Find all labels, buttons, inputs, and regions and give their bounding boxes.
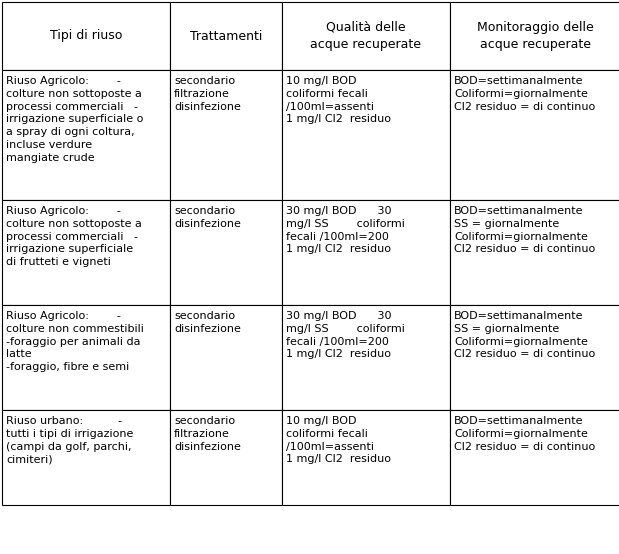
Bar <box>170 305 282 410</box>
Bar <box>2 70 170 200</box>
Bar <box>282 200 450 305</box>
Bar <box>2 200 170 305</box>
Text: 10 mg/l BOD
coliformi fecali
/100ml=assenti
1 mg/l Cl2  residuo: 10 mg/l BOD coliformi fecali /100ml=asse… <box>286 416 391 464</box>
Text: Qualità delle
acque recuperate: Qualità delle acque recuperate <box>311 21 422 51</box>
Bar <box>282 2 450 70</box>
Text: secondario
disinfezione: secondario disinfezione <box>174 311 241 334</box>
Bar <box>2 305 170 410</box>
Text: secondario
disinfezione: secondario disinfezione <box>174 206 241 229</box>
Text: BOD=settimanalmente
SS = giornalmente
Coliformi=giornalmente
Cl2 residuo = di co: BOD=settimanalmente SS = giornalmente Co… <box>454 206 595 254</box>
Bar <box>170 200 282 305</box>
Text: Monitoraggio delle
acque recuperate: Monitoraggio delle acque recuperate <box>477 21 594 51</box>
Text: BOD=settimanalmente
Coliformi=giornalmente
Cl2 residuo = di continuo: BOD=settimanalmente Coliformi=giornalmen… <box>454 76 595 111</box>
Text: BOD=settimanalmente
Coliformi=giornalmente
Cl2 residuo = di continuo: BOD=settimanalmente Coliformi=giornalmen… <box>454 416 595 452</box>
Bar <box>282 410 450 505</box>
Text: Trattamenti: Trattamenti <box>190 29 262 43</box>
Bar <box>2 410 170 505</box>
Text: Riuso Agricolo:        -
colture non commestibili
-foraggio per animali da
latte: Riuso Agricolo: - colture non commestibi… <box>6 311 144 372</box>
Bar <box>282 305 450 410</box>
Text: secondario
filtrazione
disinfezione: secondario filtrazione disinfezione <box>174 416 241 452</box>
Bar <box>2 2 170 70</box>
Text: 30 mg/l BOD      30
mg/l SS        coliformi
fecali /100ml=200
1 mg/l Cl2  resid: 30 mg/l BOD 30 mg/l SS coliformi fecali … <box>286 206 405 254</box>
Bar <box>450 70 619 200</box>
Bar <box>450 410 619 505</box>
Bar <box>170 2 282 70</box>
Bar <box>282 70 450 200</box>
Text: Riuso Agricolo:        -
colture non sottoposte a
processi commerciali   -
irrig: Riuso Agricolo: - colture non sottoposte… <box>6 206 142 267</box>
Text: secondario
filtrazione
disinfezione: secondario filtrazione disinfezione <box>174 76 241 111</box>
Bar <box>450 2 619 70</box>
Text: 30 mg/l BOD      30
mg/l SS        coliformi
fecali /100ml=200
1 mg/l Cl2  resid: 30 mg/l BOD 30 mg/l SS coliformi fecali … <box>286 311 405 360</box>
Text: BOD=settimanalmente
SS = giornalmente
Coliformi=giornalmente
Cl2 residuo = di co: BOD=settimanalmente SS = giornalmente Co… <box>454 311 595 360</box>
Text: Riuso urbano:          -
tutti i tipi di irrigazione
(campi da golf, parchi,
cim: Riuso urbano: - tutti i tipi di irrigazi… <box>6 416 133 464</box>
Bar <box>170 410 282 505</box>
Text: 10 mg/l BOD
coliformi fecali
/100ml=assenti
1 mg/l Cl2  residuo: 10 mg/l BOD coliformi fecali /100ml=asse… <box>286 76 391 125</box>
Text: Riuso Agricolo:        -
colture non sottoposte a
processi commerciali   -
irrig: Riuso Agricolo: - colture non sottoposte… <box>6 76 144 163</box>
Bar <box>450 305 619 410</box>
Bar <box>170 70 282 200</box>
Bar <box>450 200 619 305</box>
Text: Tipi di riuso: Tipi di riuso <box>50 29 122 43</box>
